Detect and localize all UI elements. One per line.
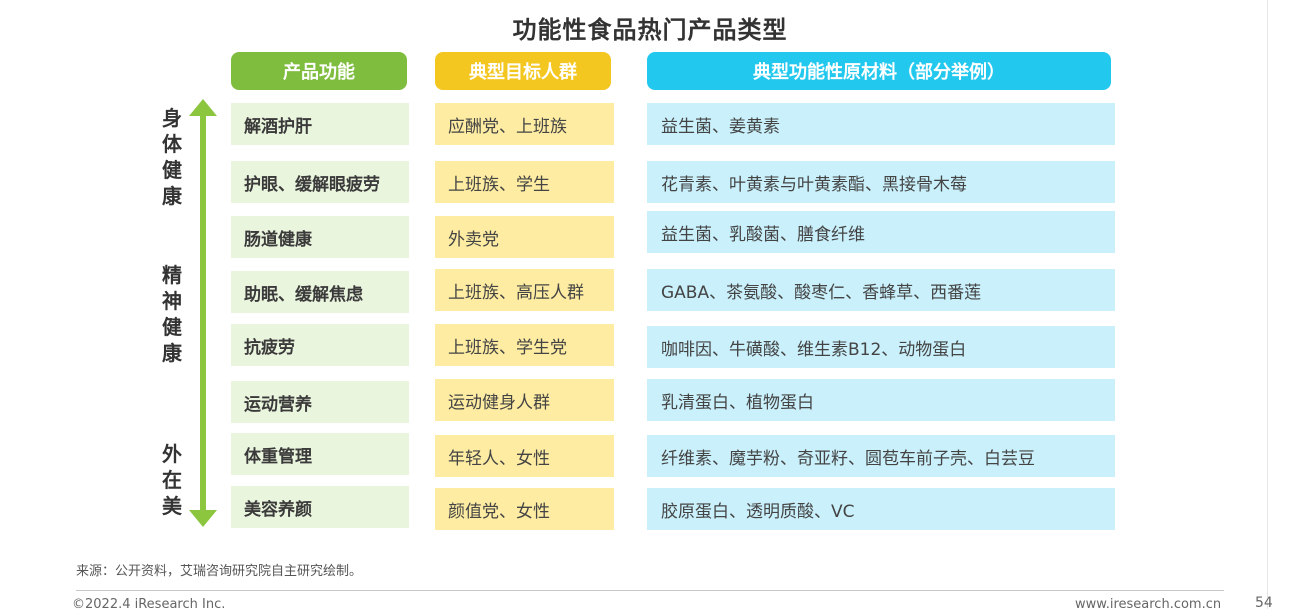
target-cell: 上班族、学生 (435, 161, 614, 203)
target-cell: 颜值党、女性 (435, 488, 614, 530)
page-title: 功能性食品热门产品类型 (512, 16, 788, 44)
target-cell: 上班族、学生党 (435, 324, 614, 366)
category-label-beauty: 外在美 (160, 441, 184, 519)
category-label-mind: 精神健康 (160, 262, 184, 366)
header-materials: 典型功能性原材料（部分举例） (647, 52, 1111, 90)
source-note: 来源：公开资料，艾瑞咨询研究院自主研究绘制。 (76, 564, 363, 579)
category-label-body: 身体健康 (160, 105, 184, 209)
category-text: 精神健康 (162, 263, 182, 365)
function-cell: 运动营养 (231, 381, 409, 423)
page-number: 54 (1255, 595, 1273, 611)
target-cell: 上班族、高压人群 (435, 269, 614, 311)
materials-cell: GABA、茶氨酸、酸枣仁、香蜂草、西番莲 (647, 269, 1115, 311)
header-function: 产品功能 (231, 52, 407, 90)
footer-divider (76, 590, 1224, 591)
materials-cell: 咖啡因、牛磺酸、维生素B12、动物蛋白 (647, 326, 1115, 368)
function-cell: 抗疲劳 (231, 324, 409, 366)
materials-cell: 胶原蛋白、透明质酸、VC (647, 488, 1115, 530)
materials-cell: 益生菌、乳酸菌、膳食纤维 (647, 211, 1115, 253)
materials-cell: 乳清蛋白、植物蛋白 (647, 379, 1115, 421)
function-cell: 助眠、缓解焦虑 (231, 271, 409, 313)
target-cell: 运动健身人群 (435, 379, 614, 421)
materials-cell: 花青素、叶黄素与叶黄素酯、黑接骨木莓 (647, 161, 1115, 203)
page-edge-divider (1267, 0, 1268, 609)
materials-cell: 益生菌、姜黄素 (647, 103, 1115, 145)
function-cell: 肠道健康 (231, 216, 409, 258)
target-cell: 年轻人、女性 (435, 435, 614, 477)
function-cell: 体重管理 (231, 433, 409, 475)
header-target: 典型目标人群 (435, 52, 611, 90)
function-cell: 护眼、缓解眼疲劳 (231, 161, 409, 203)
function-cell: 解酒护肝 (231, 103, 409, 145)
function-cell: 美容养颜 (231, 486, 409, 528)
materials-cell: 纤维素、魔芋粉、奇亚籽、圆苞车前子壳、白芸豆 (647, 435, 1115, 477)
target-cell: 外卖党 (435, 216, 614, 258)
copyright-text: ©2022.4 iResearch Inc. (72, 597, 226, 612)
target-cell: 应酬党、上班族 (435, 103, 614, 145)
website-link[interactable]: www.iresearch.com.cn (1075, 597, 1222, 612)
category-text: 外在美 (162, 442, 182, 518)
category-text: 身体健康 (162, 106, 182, 208)
double-arrow-icon (189, 99, 217, 527)
